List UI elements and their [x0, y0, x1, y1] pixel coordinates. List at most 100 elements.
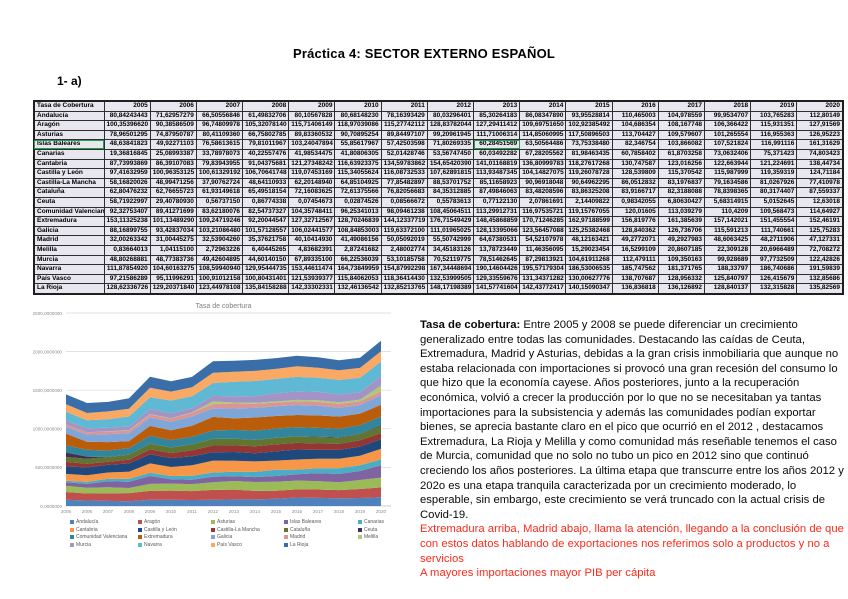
- value-cell: 84,35312885: [426, 187, 475, 198]
- value-cell: 103,866082: [657, 139, 705, 150]
- value-cell: 110,4209: [703, 206, 752, 218]
- value-cell: 123,44978108: [195, 283, 244, 295]
- legend-label: Extremadura: [144, 534, 173, 540]
- x-axis-tick-label: 2020: [376, 509, 387, 514]
- region-label: Aragón: [33, 120, 105, 131]
- value-cell: 86,08347890: [519, 110, 567, 122]
- table-row: Comunidad Valenciana 92,32753407 89,412716…: [33, 206, 844, 218]
- value-cell: 124,71184: [796, 168, 844, 179]
- table-row: Navarra 111,87854920 104,60163275 108,59940…: [33, 264, 844, 275]
- value-cell: 52,01428746: [380, 148, 428, 160]
- table-row: Islas Baleares 48,63841823 49,92271103 76,5…: [33, 139, 844, 150]
- value-cell: 0,02874526: [334, 196, 382, 208]
- value-cell: 126,736706: [657, 225, 705, 237]
- value-cell: 87,49846063: [472, 187, 521, 198]
- table-row: Canarias 19,36816845 25,08993387 33,7897807…: [33, 148, 844, 160]
- value-cell: 72,708272: [796, 244, 844, 256]
- value-cell: 108,167748: [657, 120, 705, 131]
- legend-label: Comunidad Valenciana: [76, 534, 128, 540]
- x-axis-tick-label: 2015: [271, 509, 282, 514]
- value-cell: 93,42837034: [149, 225, 197, 237]
- value-cell: 135,82569: [796, 283, 844, 295]
- value-cell: 121,224691: [750, 158, 798, 170]
- legend-label: Cataluña: [290, 526, 311, 533]
- value-cell: 88,16899755: [103, 225, 151, 237]
- legend-label: Ceuta: [364, 526, 378, 533]
- value-cell: 103,765283: [750, 110, 798, 122]
- value-cell: 131,34371282: [519, 273, 567, 285]
- value-cell: 109,350163: [657, 254, 705, 266]
- value-cell: 67,89335100: [288, 254, 336, 266]
- legend-swatch-icon: [211, 542, 215, 547]
- value-cell: 136,80999783: [519, 158, 567, 170]
- legend-item: Cantabria: [70, 527, 138, 533]
- value-cell: 109,568473: [750, 206, 798, 218]
- value-cell: 16,5299109: [611, 244, 659, 256]
- year-header: 2015: [565, 100, 613, 112]
- year-header: 2013: [472, 100, 521, 112]
- value-cell: 188,33797: [703, 264, 752, 275]
- region-label: Canarias: [33, 148, 105, 160]
- value-cell: 93,95528814: [565, 110, 613, 122]
- value-cell: 162,97188599: [565, 216, 613, 227]
- legend-item: Extremadura: [138, 534, 211, 540]
- value-cell: 33,78978073: [195, 148, 244, 160]
- region-label: Extremadura: [33, 216, 105, 227]
- x-axis-tick-label: 2013: [229, 509, 240, 514]
- value-cell: 91,04375681: [242, 158, 290, 170]
- value-cell: 132,53999505: [426, 273, 475, 285]
- value-cell: 2,14409822: [565, 196, 613, 208]
- coverage-table-head: Tasa de Cobertura 2005 2006 2007 2008 2009 201…: [33, 100, 844, 112]
- legend-item: Madrid: [284, 534, 358, 540]
- value-cell: 128,956332: [657, 273, 705, 285]
- value-cell: 113,039279: [657, 206, 705, 218]
- value-cell: 100,35396620: [103, 120, 151, 131]
- value-cell: 58,71922997: [103, 196, 151, 208]
- value-cell: 115,591213: [703, 225, 752, 237]
- value-cell: 130,00627776: [565, 273, 613, 285]
- value-cell: 156,819776: [611, 216, 659, 227]
- table-row: La Rioja 128,62336726 129,20371840 123,4497…: [33, 283, 844, 295]
- area-series-galicia: [66, 395, 381, 443]
- value-cell: 37,90762724: [195, 177, 244, 189]
- value-cell: 62,80476232: [103, 187, 151, 198]
- value-cell: 104,686354: [611, 120, 659, 131]
- value-cell: 148,45868859: [472, 216, 521, 227]
- value-cell: 185,747562: [611, 264, 659, 275]
- y-axis-tick-label: 1500,0000000: [33, 388, 63, 393]
- value-cell: 108,59940940: [195, 264, 244, 275]
- value-cell: 129,33559676: [472, 273, 521, 285]
- area-series-asturias: [66, 477, 381, 494]
- value-cell: 2,72963226: [195, 244, 244, 256]
- legend-label: Navarra: [144, 541, 162, 548]
- value-cell: 170,71246285: [519, 216, 567, 227]
- value-cell: 77,85482897: [380, 177, 428, 189]
- value-cell: 80,3174407: [750, 187, 798, 198]
- value-cell: 63,50564486: [519, 139, 567, 150]
- value-cell: 110,465003: [611, 110, 659, 122]
- value-cell: 128,13395066: [472, 225, 521, 237]
- legend-item: Murcia: [70, 542, 138, 548]
- legend-item: Navarra: [138, 542, 211, 548]
- legend-item: La Rioja: [284, 542, 358, 548]
- value-cell: 132,85213765: [380, 283, 428, 295]
- value-cell: 0,86774338: [242, 196, 290, 208]
- value-cell: 83,1976837: [657, 177, 705, 189]
- value-cell: 138,44734: [796, 158, 844, 170]
- value-cell: 20,6966489: [750, 244, 798, 256]
- year-header: 2016: [611, 100, 659, 112]
- chart-legend: Andalucía Aragón Asturias Islas Baleares Can…: [70, 519, 406, 548]
- value-cell: 83,62180076: [195, 206, 244, 218]
- value-cell: 48,63841823: [103, 139, 151, 150]
- value-cell: 53,56747450: [426, 148, 475, 160]
- y-axis-tick-label: 500,0000000: [35, 465, 62, 470]
- area-series-canarias: [66, 459, 381, 484]
- value-cell: 29,40780930: [149, 196, 197, 208]
- value-cell: 76,58613615: [195, 139, 244, 150]
- value-cell: 100,61329192: [195, 168, 244, 179]
- value-cell: 116,08732533: [380, 168, 428, 179]
- legend-label: País Vasco: [217, 541, 242, 548]
- value-cell: 83,86325208: [565, 187, 613, 198]
- value-cell: 141,57741604: [472, 283, 521, 295]
- value-cell: 128,62336726: [103, 283, 151, 295]
